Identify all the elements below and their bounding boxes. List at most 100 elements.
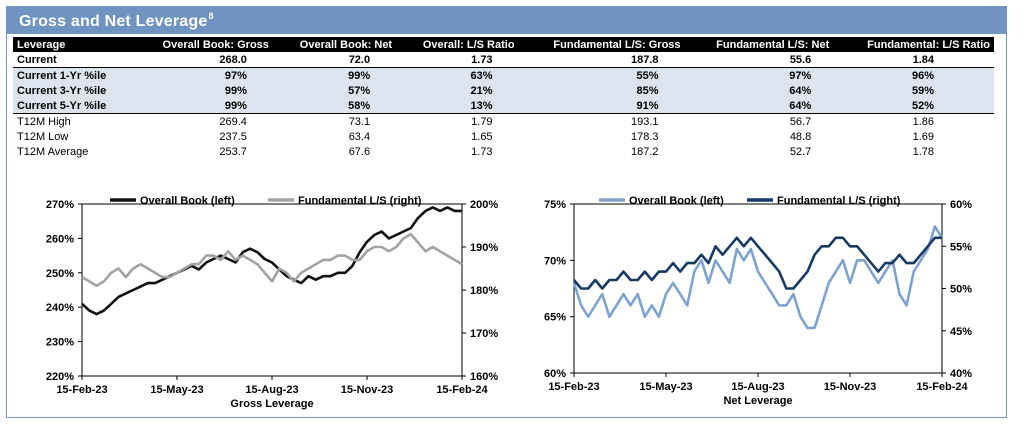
table-cell: 64% xyxy=(684,98,834,114)
row-label: Current 5-Yr %ile xyxy=(13,98,133,114)
left-axis-tick-label: 60% xyxy=(544,368,566,380)
table-cell: 99% xyxy=(132,98,273,114)
right-axis-tick-label: 180% xyxy=(470,285,498,297)
table-cell: 1.73 xyxy=(471,145,493,158)
legend-label: Fundamental L/S (right) xyxy=(298,195,422,207)
table-cell: 21% xyxy=(396,83,519,98)
left-axis-tick-label: 260% xyxy=(46,233,74,245)
x-axis-title: Gross Leverage xyxy=(230,398,313,410)
table-cell: 67.6 xyxy=(348,145,371,158)
table-cell: 99% xyxy=(132,83,273,98)
left-axis-tick-label: 65% xyxy=(544,312,566,324)
series-line-fundamental-ls xyxy=(573,236,942,290)
x-axis-tick-label: 15-Feb-23 xyxy=(56,384,107,396)
x-axis-tick-label: 15-Feb-24 xyxy=(436,384,488,396)
left-axis-tick-label: 230% xyxy=(46,337,74,349)
row-label: T12M Average xyxy=(17,145,89,158)
table-row: Current 3-Yr %ile 99% 57% 21% 85% 64% 59… xyxy=(13,83,994,98)
table-cell: 1.79 xyxy=(471,115,493,128)
row-label: T12M Low xyxy=(17,130,69,143)
table-cell: 63% xyxy=(396,67,519,83)
right-axis-tick-label: 170% xyxy=(470,328,498,340)
table-row: T12M Average 253.7 67.6 1.73 187.2 52.7 … xyxy=(13,144,994,159)
table-cell: 99% xyxy=(272,67,397,83)
right-axis-tick-label: 45% xyxy=(950,326,972,338)
title-bar: Gross and Net Leverage8 xyxy=(7,7,1006,34)
table-cell: 63.4 xyxy=(348,130,371,143)
right-axis-tick-label: 55% xyxy=(950,241,972,253)
table-header-row: Leverage Overall Book: Gross Overall Boo… xyxy=(13,37,994,52)
table-cell: 187.8 xyxy=(518,52,685,68)
table-cell: 59% xyxy=(833,83,994,98)
leverage-table: Leverage Overall Book: Gross Overall Boo… xyxy=(13,37,994,159)
table-cell: 52% xyxy=(833,98,994,114)
x-axis-tick-label: 15-Nov-23 xyxy=(341,384,394,396)
table-cell: 52.7 xyxy=(789,145,812,158)
table-cell: 237.5 xyxy=(219,130,247,143)
x-axis-tick-label: 15-Feb-24 xyxy=(916,381,968,393)
x-axis-tick-label: 15-Nov-23 xyxy=(824,381,877,393)
table-cell: 1.86 xyxy=(912,115,934,128)
series-line-overall-book xyxy=(81,206,462,316)
table-cell: 72.0 xyxy=(272,52,397,68)
table-row: T12M Low 237.5 63.4 1.65 178.3 48.8 1.69 xyxy=(13,129,994,144)
table-cell: 1.69 xyxy=(912,130,934,143)
panel-title: Gross and Net Leverage8 xyxy=(19,11,214,31)
row-label: T12M High xyxy=(17,115,71,128)
left-axis-tick-label: 220% xyxy=(46,371,74,383)
left-axis-tick-label: 70% xyxy=(544,255,566,267)
legend-label: Overall Book (left) xyxy=(140,195,235,207)
x-axis-tick-label: 15-Aug-23 xyxy=(245,384,298,396)
legend-label: Overall Book (left) xyxy=(629,195,724,207)
table-cell: 56.7 xyxy=(789,115,812,128)
x-axis-tick-label: 15-May-23 xyxy=(639,381,692,393)
table-cell: 48.8 xyxy=(789,130,812,143)
row-label: Current 3-Yr %ile xyxy=(13,83,133,98)
table-cell: 269.4 xyxy=(219,115,247,128)
series-line-overall-book xyxy=(572,225,944,330)
left-axis-tick-label: 270% xyxy=(46,199,74,211)
table-cell: 1.84 xyxy=(833,52,994,68)
row-label: Current xyxy=(13,52,133,68)
column-header: Fundamental L/S: Net xyxy=(684,37,834,52)
right-axis-tick-label: 40% xyxy=(950,368,972,380)
table-cell: 57% xyxy=(272,83,397,98)
right-axis-tick-label: 160% xyxy=(470,371,498,383)
panel-title-text: Gross and Net Leverage xyxy=(19,13,208,30)
table-row: Current 268.0 72.0 1.73 187.8 55.6 1.84 xyxy=(13,52,994,68)
table-cell: 1.78 xyxy=(912,145,934,158)
table-row: T12M High 269.4 73.1 1.79 193.1 56.7 1.8… xyxy=(13,114,994,130)
gross-leverage-chart: 220% 230% 240% 250% 260% 270% 160% 170% 180% 190%… xyxy=(46,195,498,410)
table-cell: 187.2 xyxy=(631,145,659,158)
table-cell: 91% xyxy=(518,98,685,114)
table-cell: 58% xyxy=(272,98,397,114)
table-row: Current 1-Yr %ile 97% 99% 63% 55% 97% 96… xyxy=(13,67,994,83)
table-cell: 1.65 xyxy=(471,130,493,143)
column-header: Fundamental L/S: Gross xyxy=(518,37,685,52)
table-cell: 64% xyxy=(684,83,834,98)
table-cell: 85% xyxy=(518,83,685,98)
footnote-marker: 8 xyxy=(208,11,214,21)
x-axis-tick-label: 15-Feb-23 xyxy=(548,381,599,393)
table-cell: 1.73 xyxy=(396,52,519,68)
series-line-fundamental-ls xyxy=(81,232,463,287)
row-label: Current 1-Yr %ile xyxy=(13,67,133,83)
column-header: Overall: L/S Ratio xyxy=(396,37,519,52)
right-axis-tick-label: 50% xyxy=(950,284,972,296)
x-axis-tick-label: 15-Aug-23 xyxy=(731,381,784,393)
table-cell: 13% xyxy=(396,98,519,114)
table-row: Current 5-Yr %ile 99% 58% 13% 91% 64% 52… xyxy=(13,98,994,114)
table-cell: 193.1 xyxy=(631,115,659,128)
column-header: Overall Book: Net xyxy=(272,37,397,52)
left-axis-tick-label: 250% xyxy=(46,268,74,280)
right-axis-tick-label: 200% xyxy=(470,199,498,211)
column-header: Overall Book: Gross xyxy=(132,37,273,52)
table-cell: 253.7 xyxy=(219,145,247,158)
net-leverage-chart: 60%65%70%75%40%45%50%55%60%15-Feb-23 15-M… xyxy=(544,195,972,407)
column-header: Leverage xyxy=(13,37,133,52)
table-cell: 73.1 xyxy=(348,115,371,128)
plot-area xyxy=(573,203,943,374)
table-cell: 96% xyxy=(833,67,994,83)
table-cell: 55.6 xyxy=(684,52,834,68)
table-cell: 178.3 xyxy=(631,130,659,143)
